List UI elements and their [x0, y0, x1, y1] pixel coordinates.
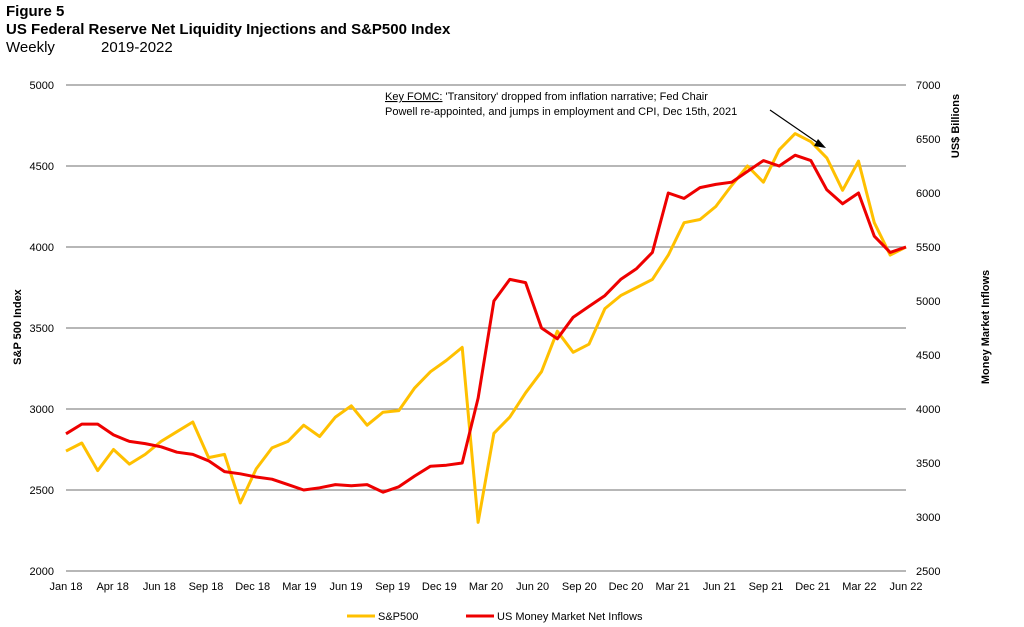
annotation-arrow: [769, 109, 819, 144]
x-tick-label: Dec 20: [609, 581, 644, 593]
x-tick-label: Jun 22: [889, 581, 922, 593]
left-tick-label: 4000: [30, 242, 54, 254]
figure-label: Figure 5: [6, 3, 65, 20]
right-axis-ticks: 2500 3000 3500 4000 4500 5000 5500 6000 6500 7000: [916, 80, 940, 578]
x-tick-label: Jan 18: [49, 581, 82, 593]
x-tick-label: Dec 18: [235, 581, 270, 593]
left-tick-label: 4500: [30, 161, 54, 173]
annotation-text-1: 'Transitory' dropped from inflation narr…: [442, 91, 708, 103]
x-tick-label: Sep 20: [562, 581, 597, 593]
series-line-sp500: [65, 132, 907, 524]
left-tick-label: 2500: [30, 485, 54, 497]
annotation-line-2: Powell re-appointed, and jumps in employ…: [385, 106, 737, 118]
frequency-label: Weekly: [6, 39, 55, 56]
left-axis-label: S&P 500 Index: [12, 288, 24, 364]
x-tick-label: Jun 20: [516, 581, 549, 593]
gridlines: [66, 84, 906, 572]
right-tick-label: 3500: [916, 458, 940, 470]
x-tick-label: Jun 21: [703, 581, 736, 593]
chart-title: US Federal Reserve Net Liquidity Injecti…: [6, 21, 451, 38]
x-tick-label: Sep 21: [749, 581, 784, 593]
right-tick-label: 4000: [916, 404, 940, 416]
right-tick-label: 3000: [916, 512, 940, 524]
right-tick-label: 6500: [916, 134, 940, 146]
x-tick-label: Jun 19: [329, 581, 362, 593]
right-tick-label: 4500: [916, 350, 940, 362]
left-axis-ticks: 2000 2500 3000 3500 4000 4500 5000: [30, 80, 54, 578]
legend-label-sp500: S&P500: [378, 611, 418, 623]
annotation: Key FOMC: 'Transitory' dropped from infl…: [385, 91, 826, 148]
right-tick-label: 5500: [916, 242, 940, 254]
right-axis-unit-label: US$ Billions: [950, 94, 962, 158]
x-tick-label: Jun 18: [143, 581, 176, 593]
left-tick-label: 2000: [30, 566, 54, 578]
series-line-money-market: [65, 153, 907, 494]
legend-label-money-market: US Money Market Net Inflows: [497, 611, 643, 623]
right-axis-label: Money Market Inflows: [980, 270, 992, 384]
x-tick-label: Dec 19: [422, 581, 457, 593]
legend: S&P500 US Money Market Net Inflows: [347, 611, 643, 623]
left-tick-label: 3500: [30, 323, 54, 335]
period-label: 2019-2022: [101, 39, 173, 56]
x-tick-label: Apr 18: [96, 581, 128, 593]
right-tick-label: 2500: [916, 566, 940, 578]
x-axis-ticks: Jan 18 Apr 18 Jun 18 Sep 18 Dec 18 Mar 19 Jun …: [49, 581, 922, 593]
x-tick-label: Mar 21: [656, 581, 690, 593]
x-tick-label: Mar 20: [469, 581, 503, 593]
x-tick-label: Dec 21: [795, 581, 830, 593]
annotation-line-1: Key FOMC: 'Transitory' dropped from infl…: [385, 91, 708, 103]
annotation-prefix: Key FOMC:: [385, 91, 442, 103]
x-tick-label: Mar 19: [282, 581, 316, 593]
right-tick-label: 5000: [916, 296, 940, 308]
left-tick-label: 3000: [30, 404, 54, 416]
annotation-arrow-head: [814, 139, 826, 148]
x-tick-label: Sep 18: [189, 581, 224, 593]
left-tick-label: 5000: [30, 80, 54, 92]
x-tick-label: Mar 22: [842, 581, 876, 593]
series-lines: [65, 132, 907, 524]
chart-subtitle: Weekly 2019-2022: [6, 39, 173, 57]
x-tick-label: Sep 19: [375, 581, 410, 593]
right-tick-label: 7000: [916, 80, 940, 92]
right-tick-label: 6000: [916, 188, 940, 200]
